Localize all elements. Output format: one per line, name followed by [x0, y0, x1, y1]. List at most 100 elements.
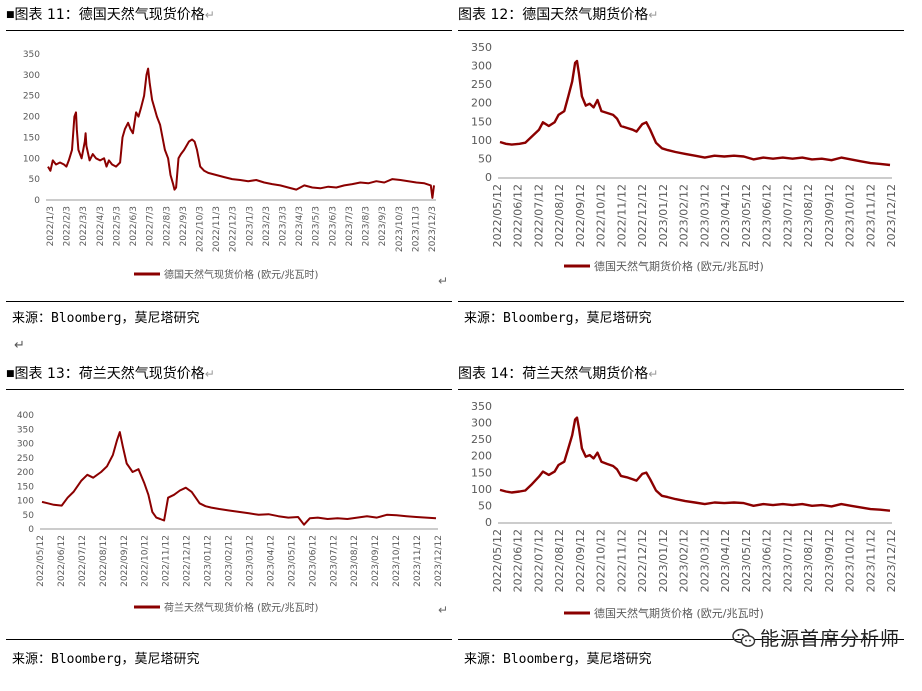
legend-label: 荷兰天然气现货价格 (欧元/兆瓦时)	[164, 601, 318, 614]
panel-title: 图表 14：荷兰天然气期货价格↵	[458, 366, 659, 382]
y-tick-label: 150	[23, 133, 40, 143]
x-tick-label: 2023/08/12	[802, 529, 815, 592]
y-tick-label: 100	[471, 134, 492, 147]
x-tick-label: 2023/05/12	[287, 535, 297, 587]
square-bullet-icon: ■	[6, 10, 15, 20]
y-tick-label: 300	[471, 60, 492, 73]
return-arrow-icon: ↵	[437, 274, 448, 288]
divider	[458, 301, 904, 302]
x-tick-label: 2022/6/3	[129, 206, 139, 246]
return-arrow-icon: ↵	[14, 338, 25, 353]
series-line	[47, 67, 435, 199]
x-tick-label: 2023/3/3	[279, 206, 289, 246]
x-tick-label: 2022/11/12	[615, 529, 628, 592]
y-tick-label: 200	[17, 468, 34, 478]
x-tick-label: 2023/5/3	[312, 206, 322, 246]
y-tick-label: 200	[471, 97, 492, 110]
x-tick-label: 2022/12/12	[636, 529, 649, 592]
y-tick-label: 50	[478, 499, 492, 512]
series-line	[499, 416, 891, 512]
divider	[6, 389, 452, 390]
source-note: 来源：Bloomberg，莫尼塔研究	[464, 652, 652, 667]
panel-title: ■图表 13：荷兰天然气现货价格↵	[6, 366, 215, 382]
y-tick-label: 350	[471, 41, 492, 54]
x-tick-label: 2023/03/12	[245, 535, 255, 587]
x-tick-label: 2023/08/12	[350, 535, 360, 587]
legend-label: 德国天然气现货价格 (欧元/兆瓦时)	[164, 268, 318, 281]
x-tick-label: 2022/09/12	[574, 184, 587, 247]
panel-germany-spot: ■图表 11：德国天然气现货价格↵ 0 50 100 150 200 250 300 350 2…	[6, 2, 452, 332]
series-line	[41, 431, 437, 526]
x-tick-label: 2023/09/12	[823, 529, 836, 592]
panel-netherlands-spot: ■图表 13：荷兰天然气现货价格↵ 0 50 100 150 200 250 300 350 4…	[6, 361, 452, 691]
x-tick-label: 2022/10/12	[595, 529, 608, 592]
x-tick-label: 2023/10/3	[395, 206, 405, 252]
line-chart: 0 50 100 150 200 250 300 350 400 2022/05/12 2022/0…	[17, 411, 444, 614]
y-tick-label: 250	[471, 433, 492, 446]
y-tick-label: 100	[471, 483, 492, 496]
x-tick-label: 2023/11/12	[864, 184, 877, 247]
x-tick-label: 2022/05/12	[491, 184, 504, 247]
y-tick-label: 150	[17, 482, 34, 492]
x-tick-label: 2022/09/12	[574, 529, 587, 592]
x-tick-label: 2023/11/12	[864, 529, 877, 592]
y-tick-label: 350	[17, 425, 34, 435]
line-chart: 0 50 100 150 200 250 300 350 2022/1/3 2022/2/3 202…	[23, 50, 438, 281]
divider	[458, 30, 904, 31]
source-note: 来源：Bloomberg，莫尼塔研究	[464, 311, 652, 326]
x-tick-label: 2023/12/12	[885, 184, 898, 247]
line-chart: 0 50 100 150 200 250 300 350 2022/05/12 2022/06/1…	[471, 41, 898, 273]
x-tick-label: 2023/10/12	[844, 529, 857, 592]
x-tick-label: 2022/10/12	[595, 184, 608, 247]
x-tick-label: 2022/2/3	[63, 206, 73, 246]
x-tick-label: 2023/10/12	[844, 184, 857, 247]
x-tick-label: 2023/04/12	[266, 535, 276, 587]
line-chart: 0 50 100 150 200 250 300 350 2022/05/12 2022/06/1…	[471, 400, 898, 620]
y-tick-label: 300	[23, 71, 40, 81]
x-tick-label: 2023/06/12	[761, 529, 774, 592]
y-tick-label: 250	[17, 454, 34, 464]
divider	[6, 301, 452, 302]
x-tick-label: 2023/08/12	[802, 184, 815, 247]
y-tick-label: 200	[23, 113, 40, 123]
x-tick-label: 2022/07/12	[78, 535, 88, 587]
return-arrow-icon: ↵	[204, 8, 215, 22]
x-tick-label: 2023/11/12	[413, 535, 423, 587]
y-tick-label: 50	[23, 511, 35, 521]
x-tick-label: 2023/06/12	[761, 184, 774, 247]
x-tick-label: 2022/12/12	[636, 184, 649, 247]
x-tick-label: 2023/01/12	[204, 535, 214, 587]
x-tick-label: 2022/08/12	[553, 184, 566, 247]
x-tick-label: 2023/01/12	[657, 529, 670, 592]
x-tick-label: 2023/09/12	[371, 535, 381, 587]
x-tick-label: 2023/10/12	[392, 535, 402, 587]
divider	[458, 639, 904, 640]
x-tick-label: 2023/03/12	[698, 529, 711, 592]
x-tick-label: 2023/02/12	[225, 535, 235, 587]
x-tick-label: 2022/07/12	[532, 529, 545, 592]
x-tick-label: 2023/01/12	[657, 184, 670, 247]
return-arrow-icon: ↵	[204, 367, 215, 381]
y-tick-label: 0	[485, 171, 492, 184]
wechat-icon	[732, 628, 756, 647]
x-tick-label: 2023/09/12	[823, 184, 836, 247]
divider	[6, 30, 452, 31]
x-tick-label: 2022/9/3	[179, 206, 189, 246]
y-tick-label: 400	[17, 411, 34, 421]
x-tick-label: 2022/5/3	[112, 206, 122, 246]
y-tick-label: 250	[471, 78, 492, 91]
x-tick-label: 2023/2/3	[262, 206, 272, 246]
x-tick-label: 2022/05/12	[36, 535, 46, 587]
source-note: 来源：Bloomberg，莫尼塔研究	[12, 311, 200, 326]
return-arrow-icon: ↵	[648, 367, 659, 381]
legend-label: 德国天然气期货价格 (欧元/兆瓦时)	[594, 259, 764, 273]
panel-title: ■图表 11：德国天然气现货价格↵	[6, 7, 215, 23]
y-tick-label: 250	[23, 92, 40, 102]
x-tick-label: 2023/12/12	[885, 529, 898, 592]
y-tick-label: 0	[34, 196, 40, 206]
y-tick-label: 200	[471, 450, 492, 463]
x-tick-label: 2023/8/3	[362, 206, 372, 246]
x-tick-label: 2023/12/12	[434, 535, 444, 587]
divider	[458, 389, 904, 390]
x-tick-label: 2023/11/3	[411, 206, 421, 252]
